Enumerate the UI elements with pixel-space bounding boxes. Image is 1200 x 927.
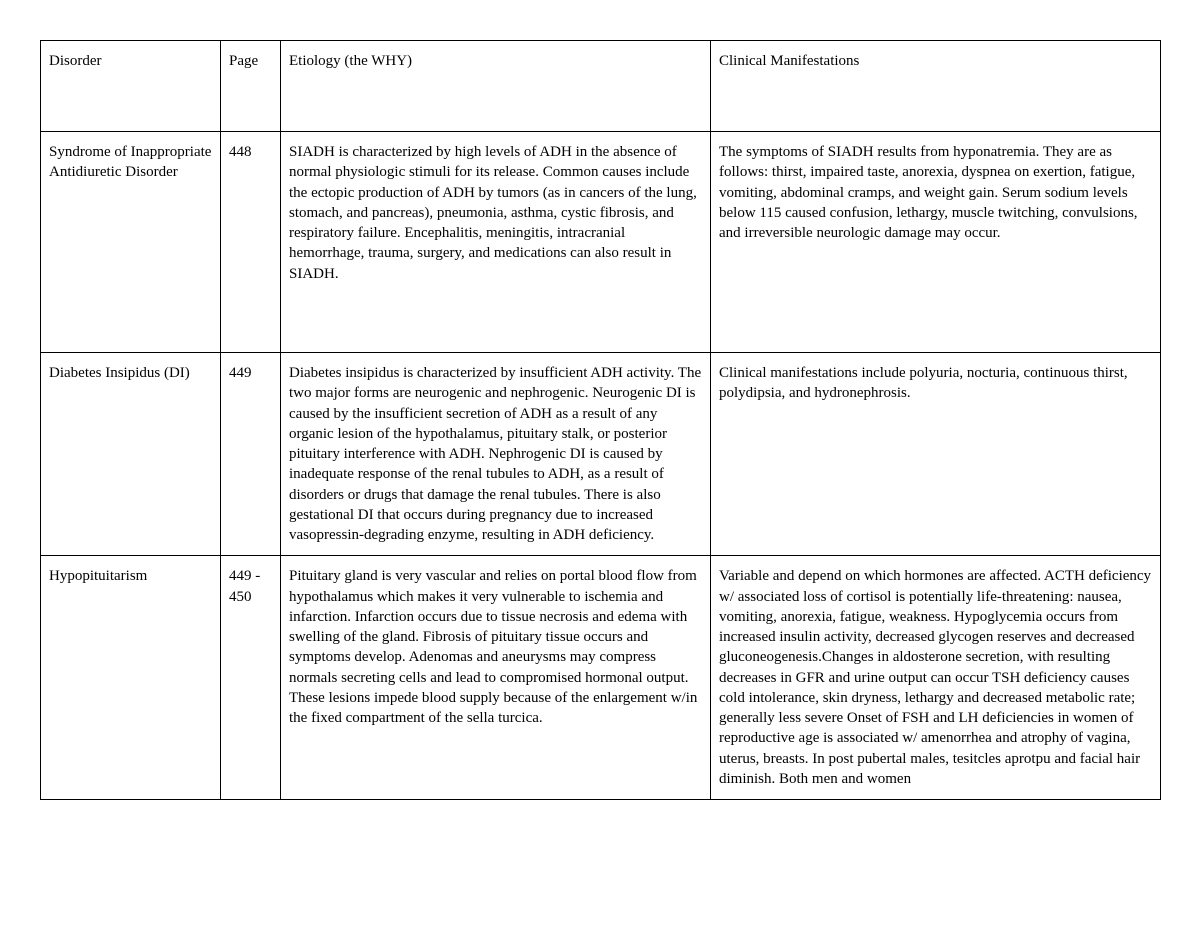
cell-clinical: Clinical manifestations include polyuria…	[711, 353, 1161, 556]
cell-etiology: Diabetes insipidus is characterized by i…	[281, 353, 711, 556]
cell-clinical: Variable and depend on which hormones ar…	[711, 556, 1161, 800]
cell-page: 449	[221, 353, 281, 556]
col-header-disorder: Disorder	[41, 41, 221, 132]
col-header-page: Page	[221, 41, 281, 132]
table-row: Hypopituitarism 449 - 450 Pituitary glan…	[41, 556, 1161, 800]
cell-disorder: Diabetes Insipidus (DI)	[41, 353, 221, 556]
table-row: Syndrome of Inappropriate Antidiuretic D…	[41, 132, 1161, 353]
cell-page: 448	[221, 132, 281, 353]
cell-page: 449 - 450	[221, 556, 281, 800]
col-header-clinical: Clinical Manifestations	[711, 41, 1161, 132]
table-row: Diabetes Insipidus (DI) 449 Diabetes ins…	[41, 353, 1161, 556]
cell-disorder: Hypopituitarism	[41, 556, 221, 800]
disorders-table: Disorder Page Etiology (the WHY) Clinica…	[40, 40, 1161, 800]
cell-clinical: The symptoms of SIADH results from hypon…	[711, 132, 1161, 353]
table-header-row: Disorder Page Etiology (the WHY) Clinica…	[41, 41, 1161, 132]
cell-disorder: Syndrome of Inappropriate Antidiuretic D…	[41, 132, 221, 353]
col-header-etiology: Etiology (the WHY)	[281, 41, 711, 132]
cell-etiology: SIADH is characterized by high levels of…	[281, 132, 711, 353]
cell-etiology: Pituitary gland is very vascular and rel…	[281, 556, 711, 800]
